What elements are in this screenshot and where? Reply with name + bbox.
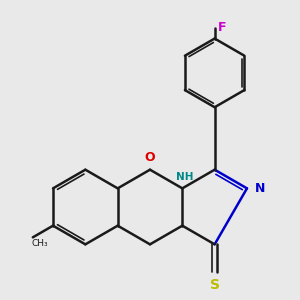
Text: O: O (145, 151, 155, 164)
Text: NH: NH (176, 172, 194, 182)
Text: CH₃: CH₃ (31, 239, 48, 248)
Text: S: S (210, 278, 220, 292)
Text: F: F (218, 21, 226, 34)
Text: N: N (255, 182, 265, 195)
